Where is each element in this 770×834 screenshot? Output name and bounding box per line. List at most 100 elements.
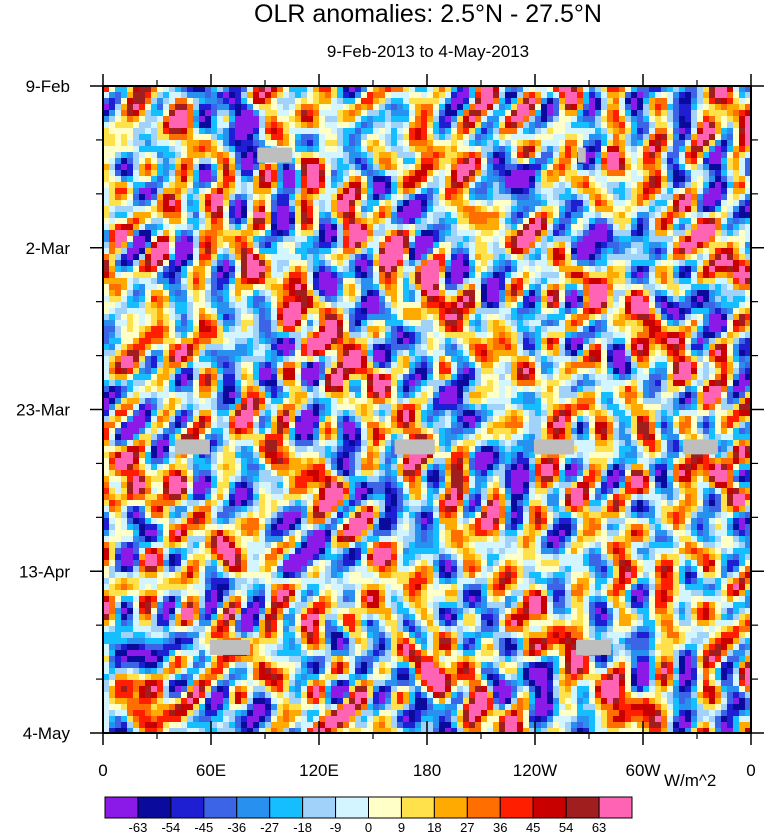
field-cell [229,338,236,345]
field-cell [223,104,230,111]
field-cell [709,350,716,357]
field-cell [223,116,230,123]
field-cell [733,152,740,159]
field-cell [589,200,596,207]
field-cell [661,152,668,159]
field-cell [325,170,332,177]
field-cell [199,248,206,255]
field-cell [505,296,512,303]
field-cell [643,290,650,297]
field-cell [451,170,458,177]
field-cell [601,242,608,249]
field-cell [103,170,110,177]
field-cell [475,146,482,153]
field-cell [595,260,602,267]
field-cell [595,338,602,345]
field-cell [457,290,464,297]
field-cell [499,284,506,291]
field-cell [115,92,122,99]
field-cell [703,104,710,111]
field-cell [187,170,194,177]
field-cell [667,236,674,243]
field-cell [229,314,236,321]
field-cell [109,314,116,321]
field-cell [721,128,728,135]
field-cell [745,266,752,273]
field-cell [391,200,398,207]
field-cell [271,170,278,177]
field-cell [109,158,116,165]
field-cell [343,158,350,165]
field-cell [115,158,122,165]
field-cell [223,200,230,207]
field-cell [517,212,524,219]
field-cell [241,248,248,255]
field-cell [115,254,122,261]
field-cell [289,338,296,345]
field-cell [727,200,734,207]
field-cell [367,140,374,147]
field-cell [313,206,320,213]
field-cell [517,128,524,135]
field-cell [187,86,194,93]
field-cell [367,176,374,183]
field-cell [577,272,584,279]
field-cell [679,170,686,177]
field-cell [541,224,548,231]
field-cell [439,146,446,153]
field-cell [631,86,638,93]
field-cell [109,194,116,201]
field-cell [487,116,494,123]
field-cell [349,164,356,171]
field-cell [451,332,458,339]
field-cell [631,344,638,351]
field-cell [295,122,302,129]
field-cell [235,272,242,279]
field-cell [709,164,716,171]
field-cell [169,98,176,105]
field-cell [307,194,314,201]
field-cell [115,338,122,345]
field-cell [721,248,728,255]
field-cell [649,206,656,213]
field-cell [307,326,314,333]
field-cell [121,122,128,129]
field-cell [325,278,332,285]
field-cell [109,92,116,99]
field-cell [247,296,254,303]
field-cell [409,86,416,93]
field-cell [313,158,320,165]
field-cell [499,104,506,111]
field-cell [721,164,728,171]
field-cell [163,314,170,321]
field-cell [235,248,242,255]
chart-title: OLR anomalies: 2.5°N - 27.5°N [254,0,602,28]
field-cell [121,170,128,177]
field-cell [727,344,734,351]
field-cell [109,344,116,351]
field-cell [691,98,698,105]
field-cell [457,272,464,279]
field-cell [193,110,200,117]
field-cell [217,320,224,327]
field-cell [403,344,410,351]
field-cell [289,236,296,243]
field-cell [283,122,290,129]
field-cell [259,182,266,189]
field-cell [673,302,680,309]
field-cell [139,134,146,141]
field-cell [739,308,746,315]
field-cell [685,248,692,255]
field-cell [523,314,530,321]
field-cell [145,164,152,171]
field-cell [241,266,248,273]
field-cell [427,200,434,207]
field-cell [733,314,740,321]
field-cell [259,206,266,213]
field-cell [211,134,218,141]
field-cell [229,236,236,243]
field-cell [265,260,272,267]
field-cell [157,254,164,261]
field-cell [403,206,410,213]
field-cell [529,344,536,351]
